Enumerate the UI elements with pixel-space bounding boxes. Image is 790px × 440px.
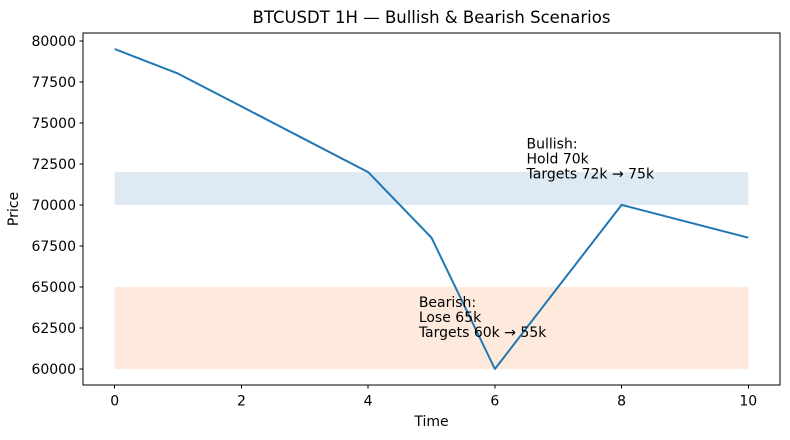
y-axis-tick-label: 80000 — [31, 34, 76, 50]
y-axis-tick-label: 72500 — [31, 157, 76, 173]
x-axis-tick-label: 2 — [237, 394, 246, 410]
y-axis-tick-label: 70000 — [31, 198, 76, 214]
y-axis-tick-label: 60000 — [31, 362, 76, 378]
bullish-annotation: Bullish: Hold 70k Targets 72k → 75k — [526, 137, 655, 183]
x-axis-tick-label: 8 — [617, 394, 626, 410]
y-axis-tick-label: 65000 — [31, 280, 76, 296]
bearish-annotation: Bearish: Lose 65k Targets 60k → 55k — [418, 295, 547, 341]
price-line — [114, 48, 749, 370]
bullish-zone-band — [114, 172, 749, 205]
x-axis-label: Time — [413, 414, 448, 430]
x-axis-tick-label: 10 — [739, 394, 757, 410]
plot-border — [82, 32, 781, 386]
chart-title: BTCUSDT 1H — Bullish & Bearish Scenarios — [253, 8, 611, 27]
y-axis-tick-label: 67500 — [31, 239, 76, 255]
y-axis-label: Price — [6, 192, 22, 226]
x-axis-tick-label: 4 — [364, 394, 373, 410]
y-axis-tick-label: 62500 — [31, 321, 76, 337]
y-axis-tick-label: 77500 — [31, 75, 76, 91]
y-axis-tick-label: 75000 — [31, 116, 76, 132]
x-axis-tick-label: 0 — [110, 394, 119, 410]
bearish-zone-band — [114, 286, 749, 369]
x-axis-tick-label: 6 — [490, 394, 499, 410]
